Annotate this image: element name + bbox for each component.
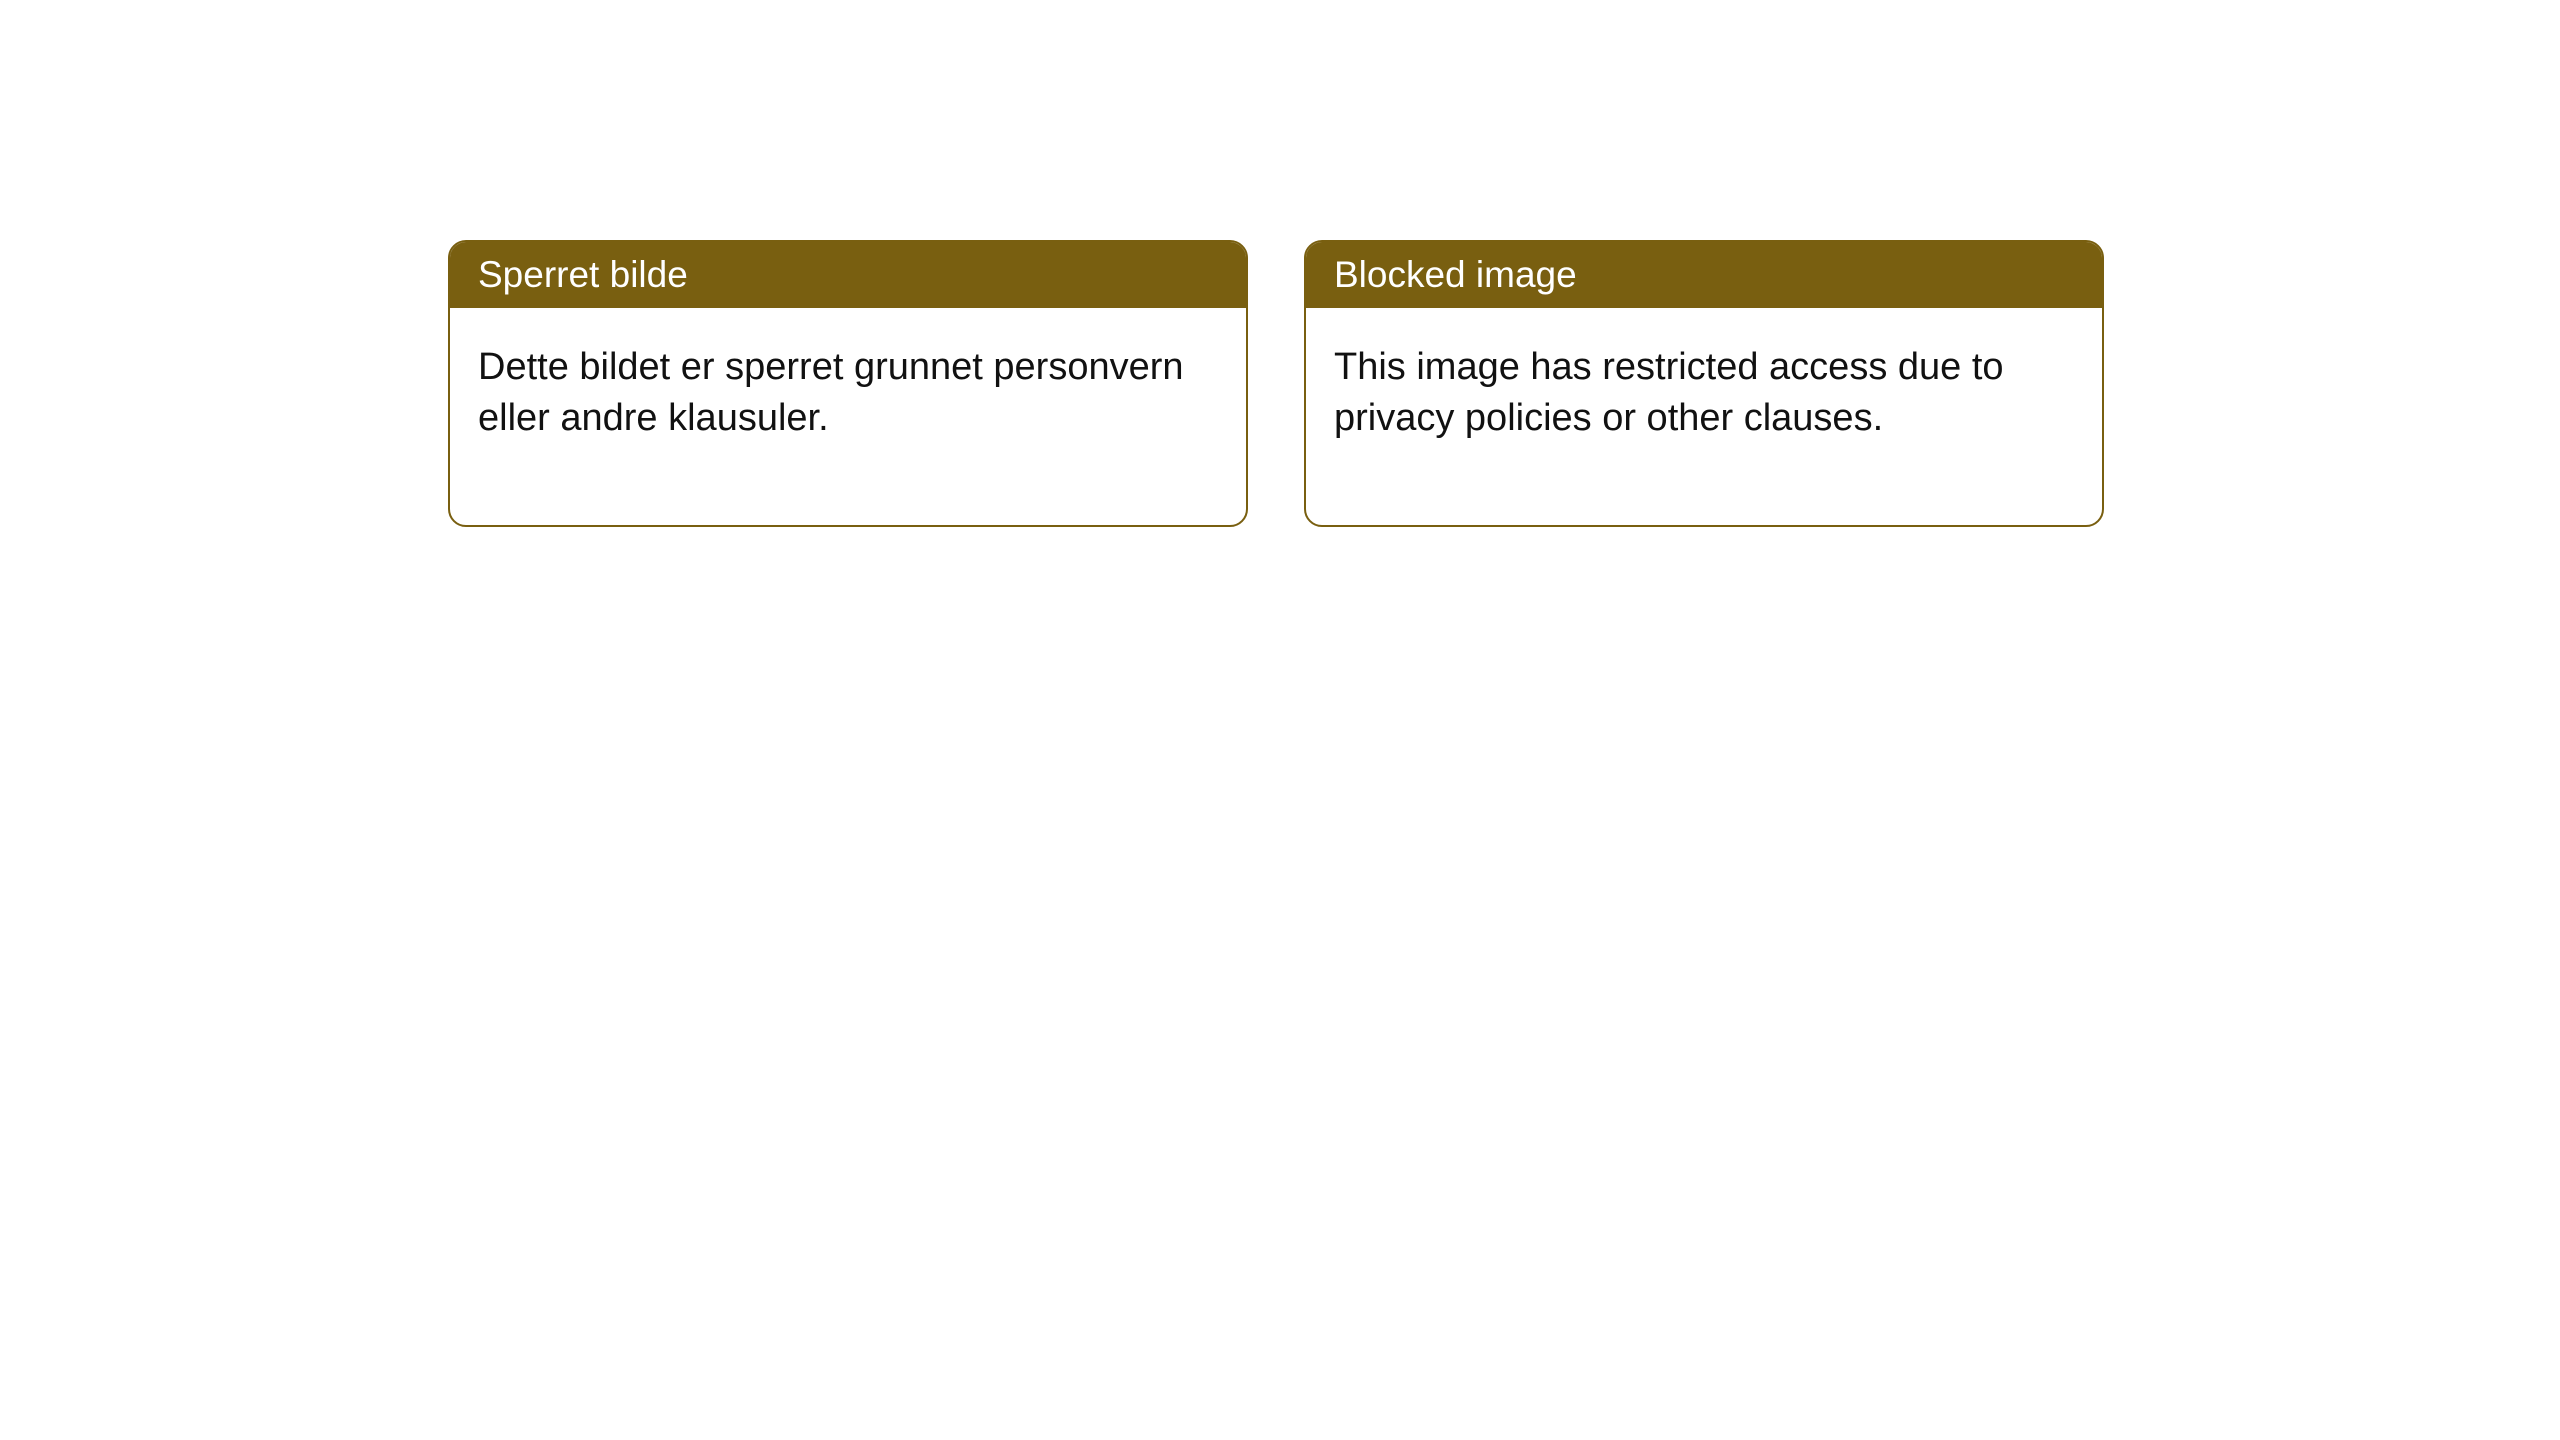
notice-body-en: This image has restricted access due to …: [1306, 308, 2102, 525]
notice-container: Sperret bilde Dette bildet er sperret gr…: [448, 240, 2104, 527]
notice-body-no: Dette bildet er sperret grunnet personve…: [450, 308, 1246, 525]
notice-card-no: Sperret bilde Dette bildet er sperret gr…: [448, 240, 1248, 527]
notice-header-no: Sperret bilde: [450, 242, 1246, 308]
notice-header-en: Blocked image: [1306, 242, 2102, 308]
notice-card-en: Blocked image This image has restricted …: [1304, 240, 2104, 527]
